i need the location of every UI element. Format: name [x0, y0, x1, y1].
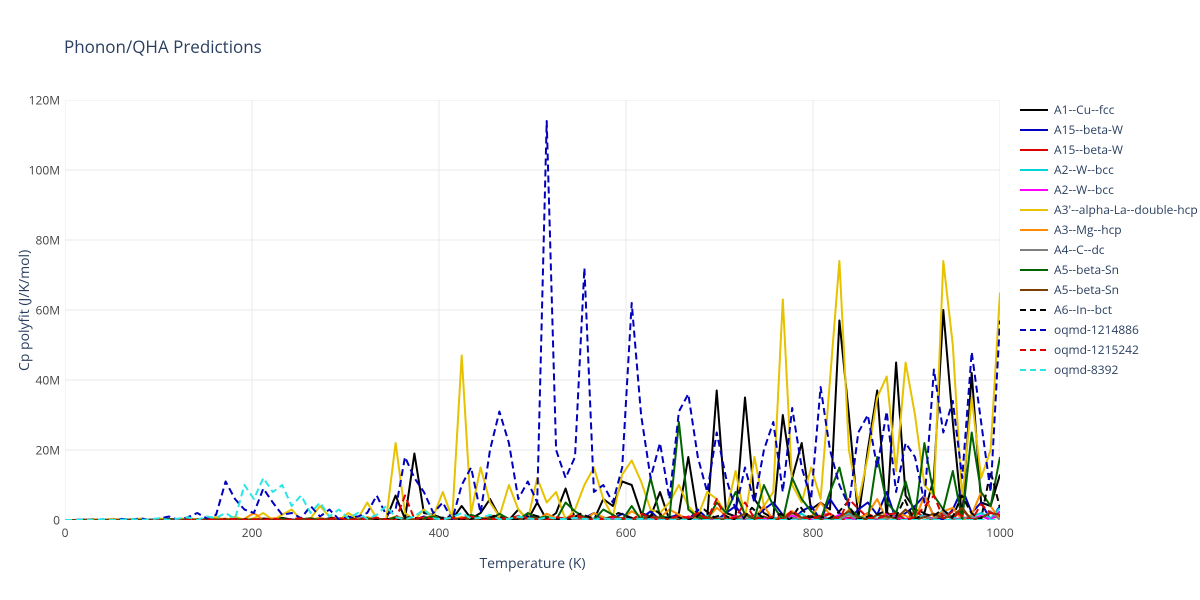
- legend-item[interactable]: A6--In--bct: [1020, 300, 1198, 320]
- legend-swatch: [1020, 329, 1048, 331]
- legend-swatch: [1020, 169, 1048, 171]
- legend-item[interactable]: A3--Mg--hcp: [1020, 220, 1198, 240]
- legend-swatch: [1020, 149, 1048, 151]
- legend-swatch: [1020, 369, 1048, 371]
- legend-swatch: [1020, 129, 1048, 131]
- legend-swatch: [1020, 309, 1048, 311]
- series-line[interactable]: [65, 121, 1000, 520]
- legend-label: A5--beta-Sn: [1054, 280, 1119, 300]
- series-line[interactable]: [65, 310, 1000, 520]
- legend-label: A4--C--dc: [1054, 240, 1105, 260]
- legend[interactable]: A1--Cu--fccA15--beta-WA15--beta-WA2--W--…: [1020, 100, 1198, 380]
- legend-label: A2--W--bcc: [1054, 180, 1114, 200]
- x-tick-label: 600: [616, 524, 637, 541]
- legend-swatch: [1020, 229, 1048, 231]
- legend-item[interactable]: A3'--alpha-La--double-hcp: [1020, 200, 1198, 220]
- legend-item[interactable]: A15--beta-W: [1020, 120, 1198, 140]
- legend-item[interactable]: A1--Cu--fcc: [1020, 100, 1198, 120]
- legend-item[interactable]: A5--beta-Sn: [1020, 260, 1198, 280]
- legend-swatch: [1020, 289, 1048, 291]
- legend-swatch: [1020, 209, 1048, 211]
- legend-item[interactable]: A2--W--bcc: [1020, 180, 1198, 200]
- legend-swatch: [1020, 269, 1048, 271]
- legend-label: oqmd-1215242: [1054, 340, 1139, 360]
- legend-swatch: [1020, 349, 1048, 351]
- legend-item[interactable]: oqmd-1215242: [1020, 340, 1198, 360]
- plot-area[interactable]: [65, 100, 1000, 520]
- x-tick-label: 0: [62, 524, 69, 541]
- legend-item[interactable]: oqmd-1214886: [1020, 320, 1198, 340]
- legend-item[interactable]: oqmd-8392: [1020, 360, 1198, 380]
- legend-item[interactable]: A15--beta-W: [1020, 140, 1198, 160]
- legend-item[interactable]: A4--C--dc: [1020, 240, 1198, 260]
- y-tick-label: 0: [53, 512, 60, 529]
- legend-label: A1--Cu--fcc: [1054, 100, 1114, 120]
- x-tick-label: 200: [242, 524, 263, 541]
- legend-label: A15--beta-W: [1054, 140, 1123, 160]
- y-tick-label: 40M: [35, 372, 60, 389]
- legend-label: A3--Mg--hcp: [1054, 220, 1122, 240]
- legend-swatch: [1020, 249, 1048, 251]
- y-tick-label: 20M: [35, 442, 60, 459]
- y-tick-label: 60M: [35, 302, 60, 319]
- legend-swatch: [1020, 109, 1048, 111]
- legend-label: A2--W--bcc: [1054, 160, 1114, 180]
- legend-label: A3'--alpha-La--double-hcp: [1054, 200, 1198, 220]
- series-line[interactable]: [65, 261, 1000, 520]
- legend-item[interactable]: A5--beta-Sn: [1020, 280, 1198, 300]
- y-tick-label: 80M: [35, 232, 60, 249]
- legend-label: oqmd-1214886: [1054, 320, 1139, 340]
- x-tick-label: 1000: [986, 524, 1013, 541]
- chart-title: Phonon/QHA Predictions: [64, 35, 262, 58]
- legend-swatch: [1020, 189, 1048, 191]
- x-tick-label: 800: [803, 524, 824, 541]
- x-tick-label: 400: [429, 524, 450, 541]
- legend-label: A5--beta-Sn: [1054, 260, 1119, 280]
- legend-item[interactable]: A2--W--bcc: [1020, 160, 1198, 180]
- legend-label: oqmd-8392: [1054, 360, 1118, 380]
- legend-label: A6--In--bct: [1054, 300, 1112, 320]
- y-tick-label: 120M: [29, 92, 60, 109]
- x-axis-label: Temperature (K): [65, 554, 1000, 573]
- y-tick-label: 100M: [29, 162, 60, 179]
- plot-svg: [65, 100, 1000, 520]
- chart-root: Phonon/QHA Predictions Cp polyfit (J/K/m…: [0, 0, 1200, 600]
- legend-label: A15--beta-W: [1054, 120, 1123, 140]
